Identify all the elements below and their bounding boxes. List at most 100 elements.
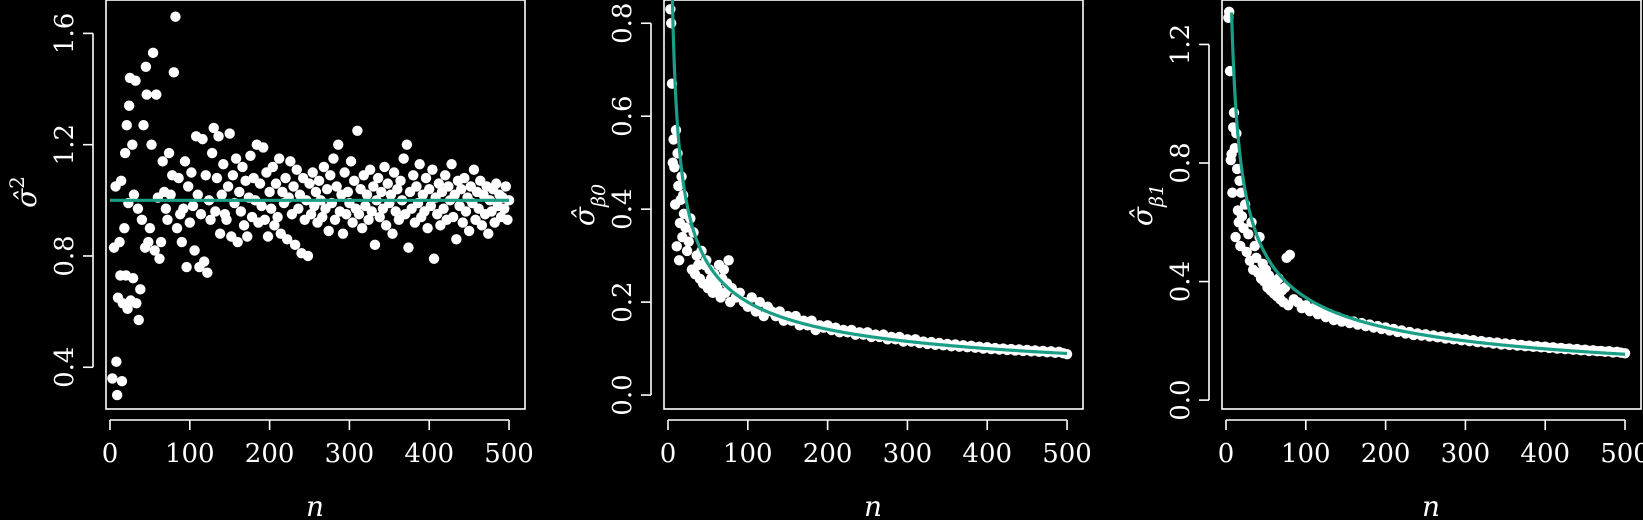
data-point (272, 211, 283, 223)
x-tick-label: 100 (723, 439, 773, 469)
data-point (179, 156, 191, 167)
data-point (1227, 187, 1238, 198)
x-tick-label: 200 (803, 439, 853, 469)
data-point (157, 156, 168, 167)
data-point (163, 147, 175, 159)
data-point (665, 18, 677, 29)
data-point (160, 203, 172, 214)
data-point (189, 245, 200, 256)
data-point (149, 245, 160, 256)
data-point (266, 203, 277, 214)
data-point (491, 178, 502, 189)
data-point (200, 170, 211, 181)
data-point (317, 211, 328, 223)
panel-sigma-squared: 0 100 200 300 400 500 0.4 0.8 1.2 1.6 n σ̂2 (5, 0, 534, 520)
data-point (754, 296, 765, 308)
data-point (460, 206, 472, 217)
data-point (195, 209, 207, 220)
reference-curve (1229, 12, 1626, 356)
data-point (254, 178, 266, 189)
data-point (216, 189, 227, 200)
data-point (439, 170, 451, 181)
data-point (267, 161, 279, 173)
scatter-points (107, 11, 515, 401)
plot-frame (1221, 0, 1642, 410)
fitted-curve (1229, 12, 1626, 356)
data-point (382, 178, 393, 189)
data-point (669, 162, 680, 173)
x-tick-label: 100 (1281, 439, 1331, 469)
y-tick-label: 0.8 (1166, 142, 1196, 183)
y-tick-label: 0.0 (1166, 379, 1196, 420)
data-point (114, 236, 125, 248)
data-point (1243, 228, 1254, 240)
data-point (746, 292, 757, 303)
data-point (681, 245, 693, 257)
data-point (368, 181, 379, 192)
data-point (304, 178, 315, 189)
data-point (245, 150, 256, 162)
x-axis-title: n (306, 490, 324, 520)
data-point (341, 209, 352, 220)
data-point (146, 139, 157, 150)
y-tick-label: 1.2 (50, 124, 80, 165)
data-point (198, 256, 210, 267)
data-point (328, 153, 339, 164)
data-point (119, 147, 131, 159)
data-point (352, 125, 363, 136)
data-point (395, 175, 406, 187)
data-point (428, 253, 440, 264)
data-point (178, 203, 189, 214)
data-point (235, 206, 247, 217)
data-point (447, 211, 459, 223)
data-point (390, 206, 401, 217)
data-point (483, 228, 494, 239)
data-point (288, 181, 299, 192)
axes: 0 100 200 300 400 500 0.0 0.4 0.8 1.2 (1166, 24, 1643, 469)
data-point (353, 209, 365, 220)
data-point (234, 186, 245, 198)
data-point (293, 203, 304, 214)
data-point (446, 158, 457, 170)
data-point (269, 220, 280, 231)
data-point (291, 164, 302, 175)
x-tick-label: 100 (165, 439, 215, 469)
data-point (443, 181, 454, 192)
data-point (671, 241, 682, 252)
data-point (210, 206, 221, 217)
data-point (673, 255, 685, 266)
data-point (329, 214, 341, 226)
fitted-curve (670, 0, 1068, 356)
data-point (758, 310, 769, 322)
y-tick-label: 0.6 (608, 96, 638, 137)
data-point (408, 170, 419, 181)
data-point (723, 255, 734, 266)
data-point (333, 139, 344, 150)
data-point (143, 236, 154, 248)
data-point (176, 236, 188, 248)
data-point (374, 211, 385, 223)
data-point (144, 222, 156, 234)
data-point (130, 75, 141, 86)
data-point (376, 186, 387, 198)
data-point (673, 180, 684, 192)
data-point (121, 120, 132, 131)
data-point (1061, 348, 1073, 360)
y-tick-label: 0.2 (608, 281, 638, 322)
y-axis-title-superscript: 2 (5, 176, 29, 189)
plot-frame (663, 0, 1084, 410)
data-point (1284, 249, 1296, 261)
data-point (208, 122, 219, 134)
data-point (459, 172, 470, 184)
data-point (173, 172, 184, 184)
data-point (202, 267, 213, 278)
y-tick-label: 0.4 (50, 347, 80, 388)
data-point (668, 134, 679, 145)
x-tick-label: 0 (102, 439, 119, 469)
data-point (264, 186, 275, 198)
data-point (342, 186, 354, 198)
data-point (302, 250, 314, 262)
data-point (318, 161, 330, 173)
data-point (205, 214, 216, 226)
data-point (349, 175, 360, 187)
